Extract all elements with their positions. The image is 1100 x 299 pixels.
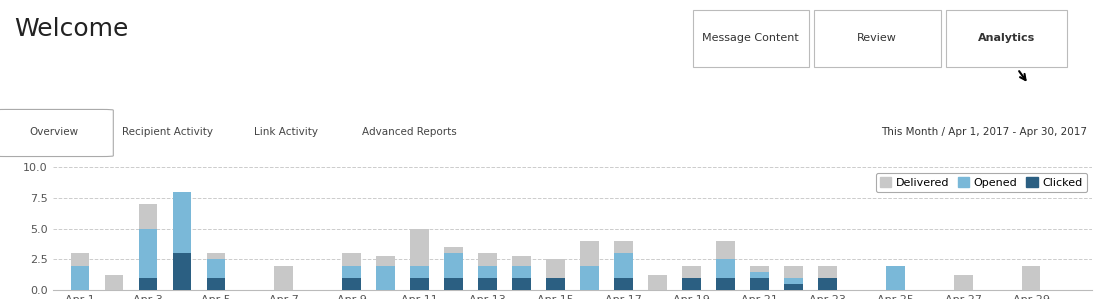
Bar xyxy=(478,266,497,278)
Bar xyxy=(750,271,769,278)
Bar xyxy=(342,253,361,266)
Bar xyxy=(954,275,972,290)
Bar xyxy=(342,266,361,278)
Bar xyxy=(139,229,157,278)
Bar xyxy=(784,278,803,284)
Bar xyxy=(716,278,735,290)
Text: Overview: Overview xyxy=(30,127,78,137)
Text: Advanced Reports: Advanced Reports xyxy=(362,127,458,137)
FancyBboxPatch shape xyxy=(0,109,113,157)
Bar xyxy=(478,253,497,266)
Bar xyxy=(614,253,632,278)
Bar xyxy=(513,256,531,266)
Bar xyxy=(207,260,226,278)
Bar xyxy=(275,266,293,290)
Bar xyxy=(784,266,803,278)
Bar xyxy=(547,278,565,290)
Bar xyxy=(682,278,701,290)
Bar xyxy=(173,253,191,290)
Bar xyxy=(444,278,463,290)
Bar xyxy=(513,278,531,290)
Bar xyxy=(784,284,803,290)
Text: Recipient Activity: Recipient Activity xyxy=(122,127,213,137)
Bar xyxy=(886,266,904,290)
Bar xyxy=(580,266,598,290)
Bar xyxy=(614,241,632,253)
Bar xyxy=(139,278,157,290)
Bar xyxy=(207,278,226,290)
Bar xyxy=(342,278,361,290)
Text: Link Activity: Link Activity xyxy=(254,127,318,137)
Bar xyxy=(716,241,735,260)
Bar xyxy=(376,256,395,266)
Bar xyxy=(173,192,191,253)
Bar xyxy=(444,247,463,253)
Bar xyxy=(693,10,808,67)
Bar xyxy=(513,266,531,278)
Bar xyxy=(410,278,429,290)
Bar xyxy=(1022,266,1041,290)
Legend: Delivered, Opened, Clicked: Delivered, Opened, Clicked xyxy=(876,173,1087,192)
Text: Review: Review xyxy=(857,33,898,43)
Bar xyxy=(818,278,837,290)
Text: Analytics: Analytics xyxy=(978,33,1035,43)
Bar xyxy=(410,229,429,266)
Bar xyxy=(104,275,123,290)
Bar xyxy=(580,241,598,266)
Bar xyxy=(818,266,837,278)
Bar xyxy=(70,253,89,266)
Bar xyxy=(814,10,940,67)
Bar xyxy=(139,204,157,229)
Bar xyxy=(614,278,632,290)
Bar xyxy=(716,260,735,278)
Bar xyxy=(648,275,667,290)
Bar xyxy=(410,266,429,278)
Bar xyxy=(682,266,701,278)
Bar xyxy=(376,266,395,290)
Text: Welcome: Welcome xyxy=(14,17,129,41)
Bar xyxy=(946,10,1067,67)
Bar xyxy=(70,266,89,290)
Text: Message Content: Message Content xyxy=(703,33,799,43)
Bar xyxy=(547,260,565,278)
Bar xyxy=(444,253,463,278)
Text: This Month / Apr 1, 2017 - Apr 30, 2017: This Month / Apr 1, 2017 - Apr 30, 2017 xyxy=(881,127,1087,137)
Bar xyxy=(478,278,497,290)
Bar xyxy=(750,266,769,271)
Bar xyxy=(750,278,769,290)
Bar xyxy=(207,253,226,260)
